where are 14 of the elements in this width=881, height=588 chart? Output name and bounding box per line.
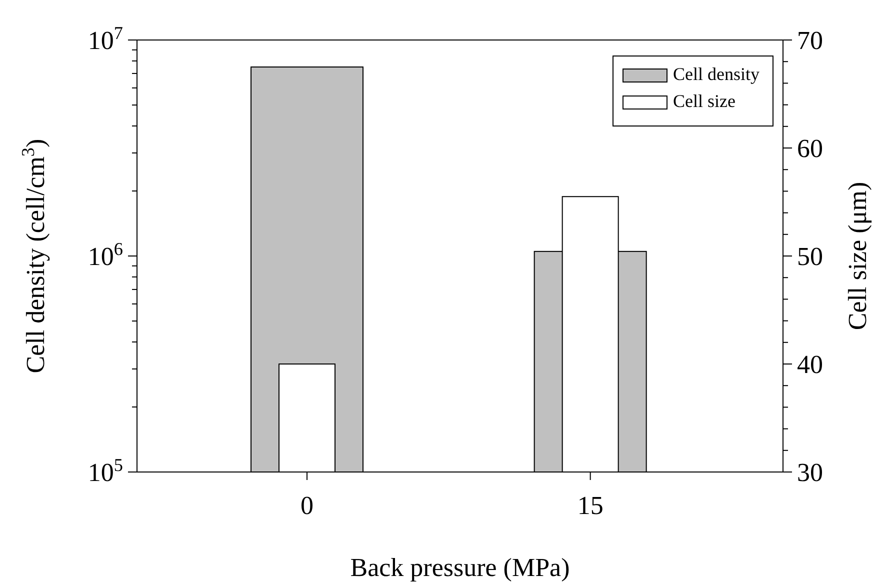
y2-tick-label: 30 xyxy=(797,458,823,488)
y-tick-label: 10$^{6}$ xyxy=(88,239,123,272)
y2-tick-label: 70 xyxy=(797,26,823,56)
y-tick-label: 10$^{5}$ xyxy=(88,455,123,488)
y2-tick-label: 50 xyxy=(797,242,823,272)
x-tick-label: 0 xyxy=(300,491,314,520)
x-axis-title: Back pressure (MPa) xyxy=(350,553,570,582)
legend-label: Cell density xyxy=(673,64,760,84)
legend-label: Cell size xyxy=(673,91,736,111)
y2-axis-title: Cell size (μm) xyxy=(843,182,872,330)
y2-tick-label: 60 xyxy=(797,134,823,164)
x-tick-label: 15 xyxy=(577,491,604,520)
y2-tick-label: 40 xyxy=(797,350,823,380)
y-tick-label: 10$^{7}$ xyxy=(88,23,123,56)
